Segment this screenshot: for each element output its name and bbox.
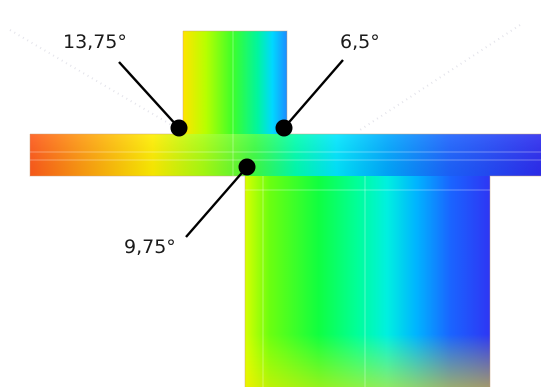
marker-lower [238, 158, 256, 176]
background-guides [9, 24, 521, 131]
callout-markers [170, 119, 293, 176]
leader-upper-left [118, 61, 180, 129]
marker-upper-right [275, 119, 293, 137]
callout-label-upper-left: 13,75° [63, 31, 127, 53]
upper-stub [183, 31, 287, 134]
marker-upper-left [170, 119, 188, 137]
material-boundaries [30, 31, 541, 387]
callout-label-lower: 9,75° [124, 236, 176, 258]
leader-upper-right [283, 59, 344, 129]
callout-leaders [118, 59, 344, 238]
leader-lower [185, 166, 248, 238]
callout-label-upper-right: 6,5° [340, 31, 380, 53]
